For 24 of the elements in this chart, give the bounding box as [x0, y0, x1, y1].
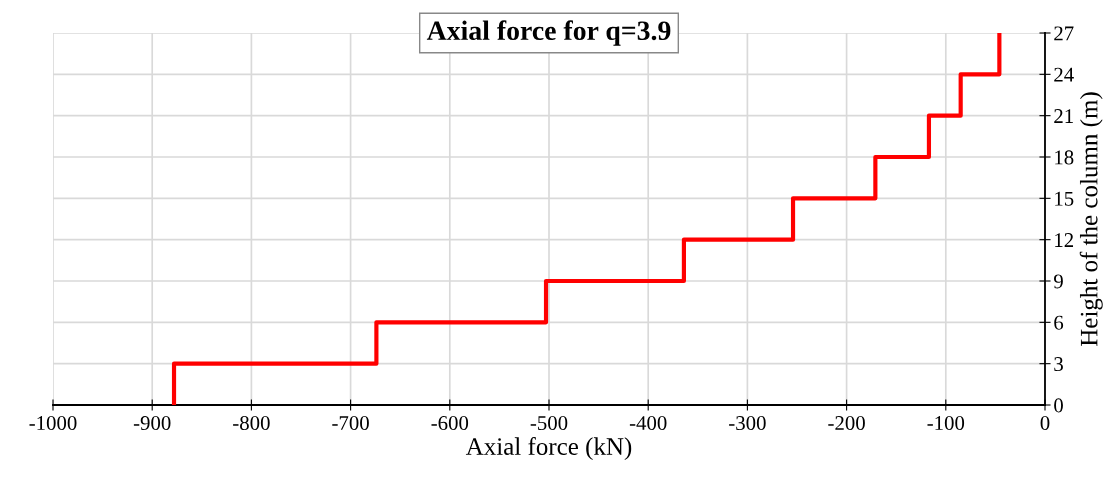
- y-tick-label: 15: [1055, 191, 1074, 206]
- x-tick-label: -500: [530, 416, 568, 431]
- x-tick-label: -800: [233, 416, 270, 431]
- y-tick-label: 24: [1054, 67, 1074, 82]
- y-tick-label: 18: [1055, 150, 1074, 165]
- y-tick-label: 21: [1054, 109, 1073, 123]
- y-tick-label: 0: [1054, 398, 1063, 413]
- x-axis-title: Axial force (kN): [465, 437, 632, 461]
- x-tick-label: -400: [629, 416, 667, 431]
- x-tick-label: -600: [431, 416, 469, 431]
- x-tick-label: 0: [1040, 416, 1050, 431]
- x-tick-label: -100: [927, 416, 965, 431]
- x-tick-label: -200: [828, 416, 865, 431]
- y-tick-label: 9: [1054, 274, 1063, 289]
- x-tick-label: -300: [729, 416, 766, 431]
- x-tick-label: -1000: [29, 416, 77, 431]
- y-axis-title: Height of the column (m): [1079, 92, 1103, 347]
- y-tick-label: 12: [1055, 233, 1074, 247]
- y-tick-label: 3: [1054, 357, 1063, 372]
- x-tick-label: -900: [133, 416, 171, 431]
- x-tick-label: -700: [332, 416, 369, 431]
- y-tick-label: 6: [1054, 315, 1064, 330]
- y-tick-label: 27: [1054, 26, 1074, 41]
- chart-title: Axial force for q=3.9: [426, 20, 671, 46]
